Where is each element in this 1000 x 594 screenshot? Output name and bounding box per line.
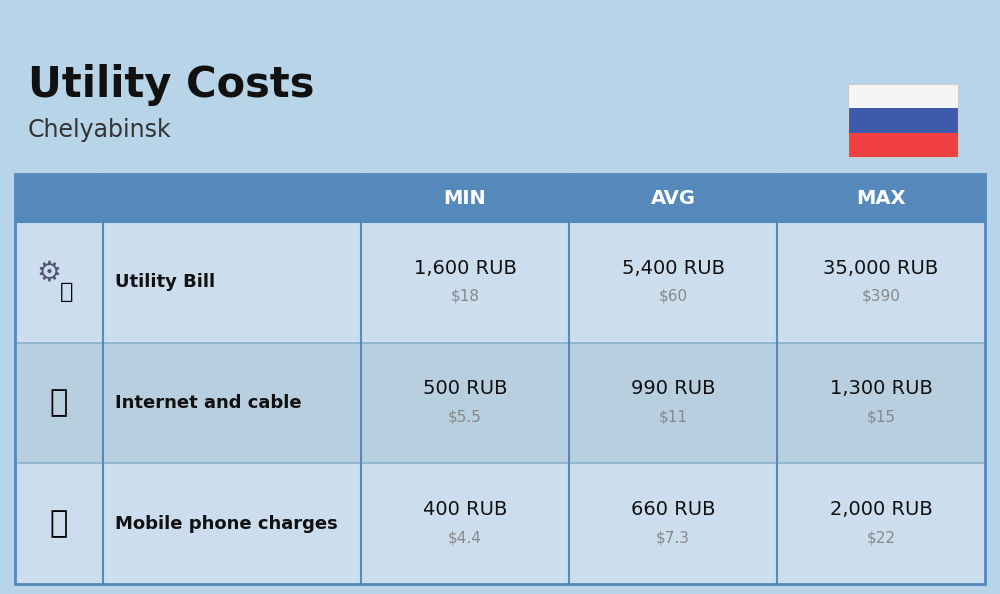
Text: 📡: 📡: [50, 388, 68, 418]
Bar: [15, 343, 985, 463]
Text: 1,600 RUB: 1,600 RUB: [414, 259, 516, 278]
Text: Internet and cable: Internet and cable: [115, 394, 302, 412]
Bar: [15, 222, 985, 343]
Bar: [848, 84, 958, 157]
Bar: [15, 463, 985, 584]
Bar: [848, 132, 958, 157]
Text: 500 RUB: 500 RUB: [423, 380, 507, 399]
Text: Chelyabinsk: Chelyabinsk: [28, 118, 172, 142]
Bar: [15, 343, 103, 463]
Text: $15: $15: [866, 409, 896, 425]
Text: $11: $11: [658, 409, 688, 425]
Text: Mobile phone charges: Mobile phone charges: [115, 514, 338, 533]
Bar: [15, 174, 985, 584]
Text: MAX: MAX: [856, 188, 906, 207]
Text: $390: $390: [862, 289, 900, 304]
Bar: [15, 463, 103, 584]
Bar: [848, 108, 958, 132]
Text: $22: $22: [866, 530, 896, 545]
Text: Utility Costs: Utility Costs: [28, 64, 314, 106]
Text: 5,400 RUB: 5,400 RUB: [622, 259, 724, 278]
Text: AVG: AVG: [650, 188, 696, 207]
Text: 660 RUB: 660 RUB: [631, 500, 715, 519]
Text: $7.3: $7.3: [656, 530, 690, 545]
Text: Utility Bill: Utility Bill: [115, 273, 215, 291]
Text: MIN: MIN: [444, 188, 486, 207]
Text: 🔌: 🔌: [60, 282, 74, 302]
Text: 35,000 RUB: 35,000 RUB: [823, 259, 939, 278]
Text: 1,300 RUB: 1,300 RUB: [830, 380, 932, 399]
Text: ⚙: ⚙: [37, 258, 61, 286]
Text: $18: $18: [450, 289, 480, 304]
Text: $5.5: $5.5: [448, 409, 482, 425]
Text: 990 RUB: 990 RUB: [631, 380, 715, 399]
Bar: [15, 174, 985, 222]
Text: 📱: 📱: [50, 509, 68, 538]
Text: 2,000 RUB: 2,000 RUB: [830, 500, 932, 519]
Text: $60: $60: [658, 289, 688, 304]
Text: 400 RUB: 400 RUB: [423, 500, 507, 519]
Text: $4.4: $4.4: [448, 530, 482, 545]
Bar: [848, 84, 958, 108]
Bar: [15, 222, 103, 343]
